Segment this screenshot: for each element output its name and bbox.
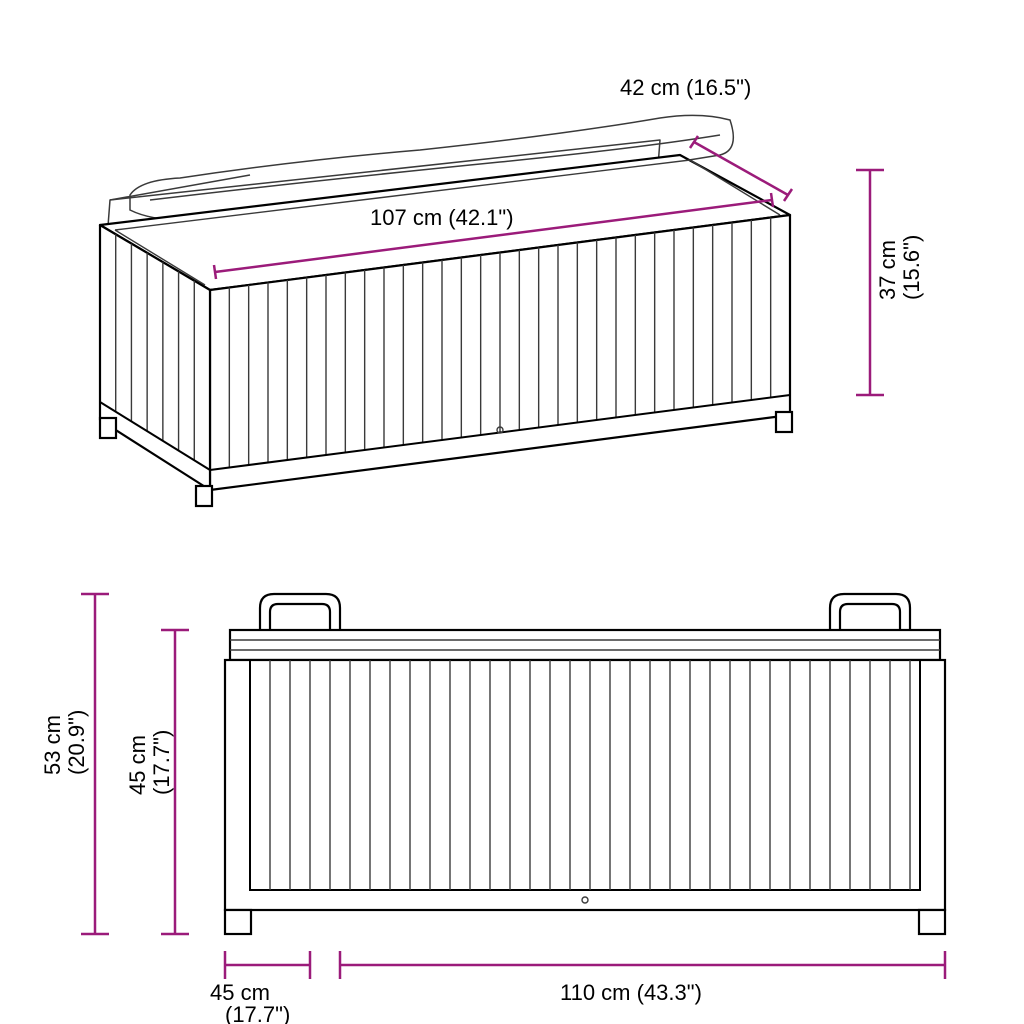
front-view [225, 594, 945, 934]
label-inner-width: 107 cm (42.1") [370, 205, 514, 230]
label-outer-depth2: (17.7") [225, 1002, 290, 1024]
label-outer-width: 110 cm (43.3") [560, 980, 702, 1005]
label-seat-height: 45 cm(17.7") [125, 730, 174, 795]
label-total-height: 53 cm(20.9") [40, 710, 89, 775]
label-inner-depth: 42 cm (16.5") [620, 75, 751, 100]
iso-view [100, 115, 792, 506]
dimension-diagram: 107 cm (42.1") 42 cm (16.5") 37 cm(15.6"… [0, 0, 1024, 1024]
label-inner-height: 37 cm(15.6") [875, 235, 924, 300]
